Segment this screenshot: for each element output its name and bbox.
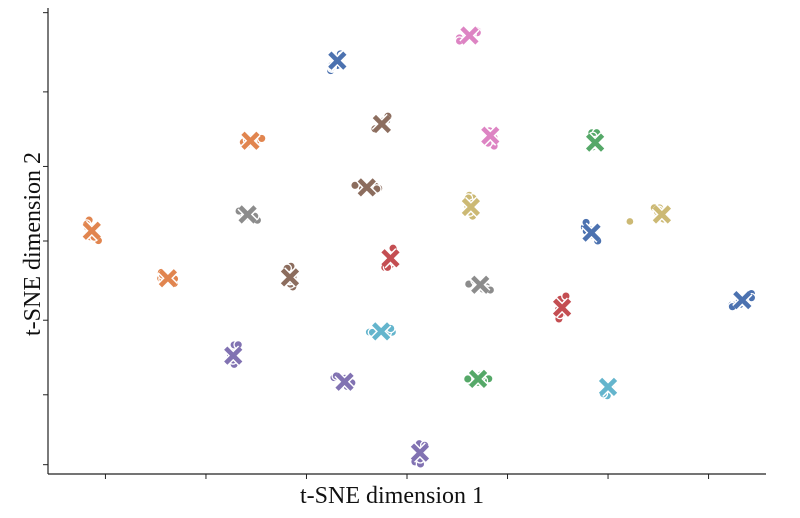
centroid-marker-cross bbox=[481, 126, 500, 145]
centroid-marker bbox=[223, 345, 244, 366]
outlier-point bbox=[625, 216, 635, 227]
data-points bbox=[81, 26, 757, 469]
axes bbox=[43, 8, 766, 479]
centroid-marker-cross bbox=[328, 51, 347, 70]
centroid-marker-cross bbox=[158, 269, 178, 288]
centroid-marker bbox=[81, 220, 102, 241]
centroid-marker bbox=[584, 132, 606, 153]
centroid-marker-cross bbox=[238, 205, 257, 224]
centroid-marker-cross bbox=[357, 178, 376, 197]
centroid-marker bbox=[581, 222, 602, 243]
centroid-marker-cross bbox=[372, 114, 391, 134]
centroid-marker-cross bbox=[335, 372, 354, 391]
centroid-marker bbox=[327, 50, 348, 71]
centroid-marker bbox=[237, 204, 258, 225]
centroid-marker-cross bbox=[372, 322, 391, 341]
centroid-marker bbox=[460, 196, 482, 218]
centroid-marker bbox=[409, 442, 431, 463]
centroid-marker-cross bbox=[280, 268, 300, 287]
centroid-marker bbox=[356, 177, 377, 198]
centroid-marker-cross bbox=[224, 346, 243, 365]
y-axis-label: t-SNE dimension 2 bbox=[20, 152, 46, 336]
centroid-marker-cross bbox=[733, 291, 752, 310]
centroid-marker bbox=[334, 371, 355, 392]
centroid-marker bbox=[380, 248, 401, 269]
centroid-marker bbox=[651, 204, 673, 225]
centroid-marker-cross bbox=[460, 26, 479, 45]
centroid-marker bbox=[467, 368, 489, 390]
centroid-marker bbox=[371, 113, 393, 135]
centroid-marker-cross bbox=[410, 443, 430, 462]
centroid-marker-cross bbox=[82, 221, 101, 240]
centroid-marker-cross bbox=[582, 223, 601, 242]
centroid-marker bbox=[480, 125, 501, 146]
centroid-marker-cross bbox=[552, 298, 572, 317]
centroid-marker-cross bbox=[585, 133, 605, 152]
centroid-marker-cross bbox=[468, 369, 488, 389]
centroid-marker-cross bbox=[241, 131, 260, 150]
centroid-marker-cross bbox=[461, 197, 481, 217]
centroid-marker bbox=[732, 290, 753, 311]
centroid-marker bbox=[459, 25, 480, 46]
x-axis-label: t-SNE dimension 1 bbox=[300, 483, 484, 509]
centroid-marker bbox=[551, 297, 573, 318]
cluster-point bbox=[350, 180, 360, 191]
centroid-marker bbox=[279, 267, 301, 288]
centroid-marker bbox=[371, 321, 392, 342]
cluster-point bbox=[462, 374, 473, 384]
centroid-marker-cross bbox=[471, 275, 490, 294]
centroid-marker-cross bbox=[598, 377, 618, 396]
centroid-marker-cross bbox=[381, 249, 400, 268]
centroid-marker-cross bbox=[652, 205, 672, 224]
centroid-marker bbox=[240, 130, 261, 151]
centroid-marker bbox=[597, 376, 619, 398]
centroid-marker bbox=[470, 274, 491, 295]
centroid-marker bbox=[157, 268, 179, 289]
centroid-markers bbox=[81, 25, 753, 463]
